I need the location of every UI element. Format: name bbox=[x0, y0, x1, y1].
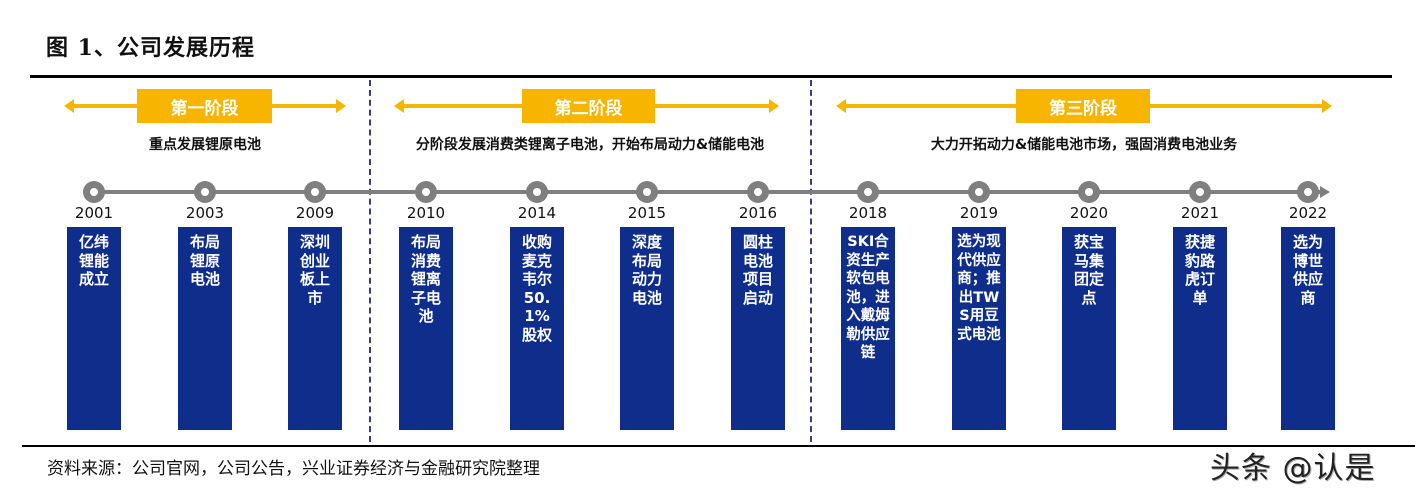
arrow-left-icon bbox=[64, 99, 74, 113]
milestone-year: 2018 bbox=[848, 204, 888, 222]
milestone-event: 收购麦克韦尔50.1%股权 bbox=[510, 227, 564, 430]
milestone-event: 圆柱电池项目启动 bbox=[731, 227, 785, 430]
milestone-year: 2009 bbox=[295, 204, 335, 222]
arrow-right-icon bbox=[1322, 99, 1332, 113]
stage-1-label: 第一阶段 bbox=[137, 89, 272, 123]
milestone-dot-icon bbox=[857, 181, 879, 203]
milestone-year: 2014 bbox=[517, 204, 557, 222]
source-note: 资料来源：公司官网，公司公告，兴业证券经济与金融研究院整理 bbox=[47, 459, 540, 479]
milestone-year: 2003 bbox=[185, 204, 225, 222]
stage-1-subtitle: 重点发展锂原电池 bbox=[149, 137, 261, 153]
stage-divider-1 bbox=[369, 80, 371, 442]
milestone-dot-icon bbox=[636, 181, 658, 203]
stage-3-label: 第三阶段 bbox=[1016, 89, 1150, 123]
figure-title: 图 1、公司发展历程 bbox=[46, 35, 255, 61]
milestone-year: 2016 bbox=[738, 204, 778, 222]
milestone-year: 2001 bbox=[74, 204, 114, 222]
milestone-dot-icon bbox=[1297, 181, 1319, 203]
arrow-right-icon bbox=[769, 99, 779, 113]
milestone-event: 选为现代供应商；推出TWS用豆式电池 bbox=[952, 227, 1006, 430]
milestone-year: 2020 bbox=[1069, 204, 1109, 222]
milestone-year: 2015 bbox=[627, 204, 667, 222]
arrow-right-icon bbox=[336, 99, 346, 113]
timeline-arrow-icon bbox=[1320, 186, 1330, 198]
stage-3-subtitle: 大力开拓动力&储能电池市场，强固消费电池业务 bbox=[930, 137, 1238, 153]
milestone-event: 亿纬锂能成立 bbox=[67, 227, 121, 430]
top-rule bbox=[30, 75, 1392, 78]
stage-divider-2 bbox=[810, 80, 812, 442]
watermark: 头条 @认是 bbox=[1210, 451, 1376, 486]
milestone-event: 布局锂原电池 bbox=[178, 227, 232, 430]
milestone-dot-icon bbox=[304, 181, 326, 203]
milestone-event: SKI合资生产软包电池，进入戴姆勒供应链 bbox=[841, 227, 895, 430]
milestone-event: 获捷豹路虎订单 bbox=[1173, 227, 1227, 430]
milestone-event: 深度布局动力电池 bbox=[620, 227, 674, 430]
arrow-left-icon bbox=[836, 99, 846, 113]
bottom-rule bbox=[22, 445, 1415, 447]
milestone-dot-icon bbox=[415, 181, 437, 203]
milestone-event: 选为博世供应商 bbox=[1281, 227, 1335, 430]
stage-2-label: 第二阶段 bbox=[522, 89, 655, 123]
milestone-dot-icon bbox=[968, 181, 990, 203]
milestone-dot-icon bbox=[1078, 181, 1100, 203]
milestone-dot-icon bbox=[194, 181, 216, 203]
milestone-year: 2022 bbox=[1288, 204, 1328, 222]
milestone-event: 获宝马集团定点 bbox=[1062, 227, 1116, 430]
arrow-left-icon bbox=[394, 99, 404, 113]
milestone-dot-icon bbox=[747, 181, 769, 203]
milestone-year: 2010 bbox=[406, 204, 446, 222]
milestone-event: 布局消费锂离子电池 bbox=[399, 227, 453, 430]
milestone-event: 深圳创业板上市 bbox=[288, 227, 342, 430]
stage-2-subtitle: 分阶段发展消费类锂离子电池，开始布局动力&储能电池 bbox=[415, 137, 765, 153]
milestone-dot-icon bbox=[526, 181, 548, 203]
milestone-year: 2021 bbox=[1180, 204, 1220, 222]
timeline-axis bbox=[92, 190, 1322, 194]
milestone-dot-icon bbox=[83, 181, 105, 203]
milestone-year: 2019 bbox=[959, 204, 999, 222]
milestone-dot-icon bbox=[1189, 181, 1211, 203]
